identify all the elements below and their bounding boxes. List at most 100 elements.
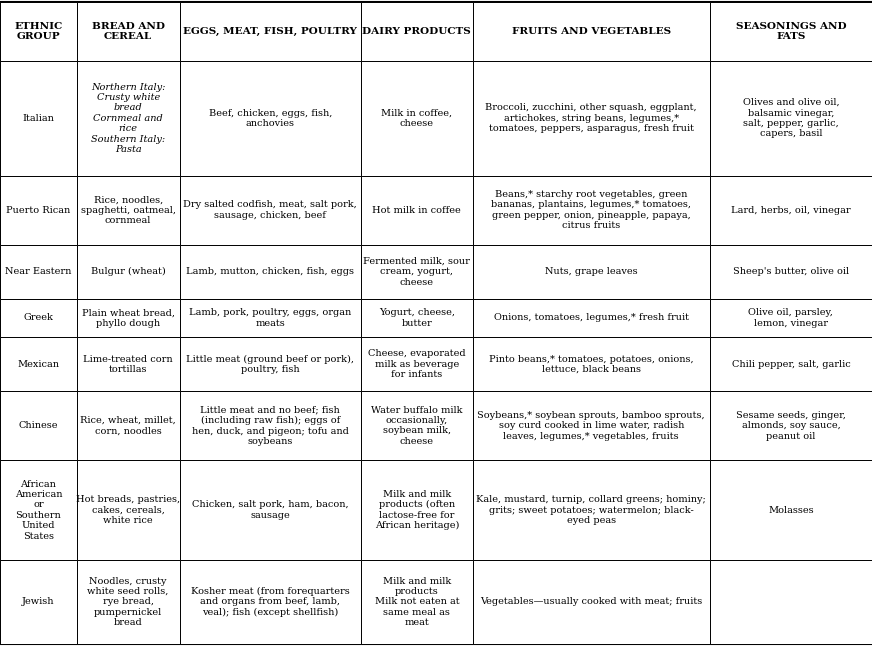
Text: Yogurt, cheese,
butter: Yogurt, cheese, butter (378, 308, 455, 327)
Text: Milk and milk
products
Milk not eaten at
same meal as
meat: Milk and milk products Milk not eaten at… (374, 576, 460, 627)
Text: Kale, mustard, turnip, collard greens; hominy;
grits; sweet potatoes; watermelon: Kale, mustard, turnip, collard greens; h… (476, 495, 706, 525)
Bar (710, 298, 872, 337)
Bar (710, 245, 872, 298)
Text: Chinese: Chinese (18, 421, 58, 430)
Bar (473, 2, 710, 61)
Text: Chili pepper, salt, garlic: Chili pepper, salt, garlic (732, 360, 850, 369)
Text: Onions, tomatoes, legumes,* fresh fruit: Onions, tomatoes, legumes,* fresh fruit (494, 313, 689, 322)
Text: Vegetables—usually cooked with meat; fruits: Vegetables—usually cooked with meat; fru… (480, 597, 702, 606)
Bar (180, 560, 361, 644)
Bar (0, 298, 77, 337)
Text: Hot breads, pastries,
cakes, cereals,
white rice: Hot breads, pastries, cakes, cereals, wh… (76, 495, 181, 525)
Text: Rice, noodles,
spaghetti, oatmeal,
cornmeal: Rice, noodles, spaghetti, oatmeal, cornm… (81, 195, 175, 225)
Bar (361, 2, 473, 61)
Bar (361, 337, 473, 391)
Text: Greek: Greek (24, 313, 53, 322)
Text: Little meat (ground beef or pork),
poultry, fish: Little meat (ground beef or pork), poult… (187, 355, 354, 374)
Bar (180, 175, 361, 245)
Text: Pinto beans,* tomatoes, potatoes, onions,
lettuce, black beans: Pinto beans,* tomatoes, potatoes, onions… (489, 355, 693, 374)
Bar (710, 2, 872, 61)
Text: Lamb, mutton, chicken, fish, eggs: Lamb, mutton, chicken, fish, eggs (187, 267, 354, 276)
Bar (710, 460, 872, 560)
Text: SEASONINGS AND
FATS: SEASONINGS AND FATS (736, 22, 846, 41)
Text: Molasses: Molasses (768, 505, 814, 514)
Text: Hot milk in coffee: Hot milk in coffee (372, 206, 461, 215)
Bar (0, 2, 77, 61)
Bar (473, 337, 710, 391)
Bar (77, 460, 180, 560)
Bar (77, 337, 180, 391)
Bar (77, 245, 180, 298)
Bar (180, 298, 361, 337)
Bar (361, 298, 473, 337)
Bar (361, 245, 473, 298)
Text: ETHNIC
GROUP: ETHNIC GROUP (14, 22, 63, 41)
Text: Jewish: Jewish (22, 597, 55, 606)
Bar (180, 61, 361, 175)
Bar (0, 391, 77, 460)
Text: Milk and milk
products (often
lactose-free for
African heritage): Milk and milk products (often lactose-fr… (375, 490, 459, 531)
Bar (710, 391, 872, 460)
Text: Beef, chicken, eggs, fish,
anchovies: Beef, chicken, eggs, fish, anchovies (208, 109, 332, 128)
Text: Chicken, salt pork, ham, bacon,
sausage: Chicken, salt pork, ham, bacon, sausage (192, 500, 349, 520)
Bar (473, 560, 710, 644)
Text: Cheese, evaporated
milk as beverage
for infants: Cheese, evaporated milk as beverage for … (368, 349, 466, 379)
Bar (473, 298, 710, 337)
Text: Fermented milk, sour
cream, yogurt,
cheese: Fermented milk, sour cream, yogurt, chee… (364, 257, 470, 287)
Text: Lime-treated corn
tortillas: Lime-treated corn tortillas (84, 355, 173, 374)
Text: Little meat and no beef; fish
(including raw fish); eggs of
hen, duck, and pigeo: Little meat and no beef; fish (including… (192, 406, 349, 446)
Bar (77, 391, 180, 460)
Bar (0, 245, 77, 298)
Bar (180, 460, 361, 560)
Bar (473, 460, 710, 560)
Bar (361, 61, 473, 175)
Bar (180, 337, 361, 391)
Text: Soybeans,* soybean sprouts, bamboo sprouts,
soy curd cooked in lime water, radis: Soybeans,* soybean sprouts, bamboo sprou… (477, 411, 705, 441)
Bar (77, 61, 180, 175)
Bar (710, 61, 872, 175)
Bar (473, 175, 710, 245)
Text: BREAD AND
CEREAL: BREAD AND CEREAL (92, 22, 165, 41)
Bar (473, 245, 710, 298)
Text: Dry salted codfish, meat, salt pork,
sausage, chicken, beef: Dry salted codfish, meat, salt pork, sau… (183, 201, 358, 220)
Text: Northern Italy:
Crusty white
bread
Cornmeal and
rice
Southern Italy:
Pasta: Northern Italy: Crusty white bread Cornm… (91, 83, 166, 154)
Text: Sesame seeds, ginger,
almonds, soy sauce,
peanut oil: Sesame seeds, ginger, almonds, soy sauce… (736, 411, 846, 441)
Bar (77, 298, 180, 337)
Bar (473, 391, 710, 460)
Text: Near Eastern: Near Eastern (5, 267, 72, 276)
Text: Puerto Rican: Puerto Rican (6, 206, 71, 215)
Text: Plain wheat bread,
phyllo dough: Plain wheat bread, phyllo dough (82, 308, 174, 327)
Text: Noodles, crusty
white seed rolls,
rye bread,
pumpernickel
bread: Noodles, crusty white seed rolls, rye br… (87, 576, 169, 627)
Bar (180, 245, 361, 298)
Bar (0, 560, 77, 644)
Text: EGGS, MEAT, FISH, POULTRY: EGGS, MEAT, FISH, POULTRY (183, 27, 358, 36)
Bar (77, 175, 180, 245)
Text: African
American
or
Southern
United
States: African American or Southern United Stat… (15, 479, 62, 540)
Text: Broccoli, zucchini, other squash, eggplant,
artichokes, string beans, legumes,*
: Broccoli, zucchini, other squash, eggpla… (486, 104, 697, 133)
Bar (180, 391, 361, 460)
Text: Beans,* starchy root vegetables, green
bananas, plantains, legumes,* tomatoes,
g: Beans,* starchy root vegetables, green b… (491, 190, 691, 230)
Bar (77, 560, 180, 644)
Text: Sheep's butter, olive oil: Sheep's butter, olive oil (732, 267, 849, 276)
Text: Lamb, pork, poultry, eggs, organ
meats: Lamb, pork, poultry, eggs, organ meats (189, 308, 351, 327)
Bar (0, 175, 77, 245)
Bar (361, 391, 473, 460)
Text: Mexican: Mexican (17, 360, 59, 369)
Text: Olives and olive oil,
balsamic vinegar,
salt, pepper, garlic,
capers, basil: Olives and olive oil, balsamic vinegar, … (743, 98, 839, 138)
Bar (0, 337, 77, 391)
Text: Rice, wheat, millet,
corn, noodles: Rice, wheat, millet, corn, noodles (80, 416, 176, 435)
Bar (361, 560, 473, 644)
Text: Kosher meat (from forequarters
and organs from beef, lamb,
veal); fish (except s: Kosher meat (from forequarters and organ… (191, 587, 350, 617)
Text: Water buffalo milk
occasionally,
soybean milk,
cheese: Water buffalo milk occasionally, soybean… (371, 406, 462, 446)
Text: FRUITS AND VEGETABLES: FRUITS AND VEGETABLES (512, 27, 671, 36)
Text: Nuts, grape leaves: Nuts, grape leaves (545, 267, 637, 276)
Text: Bulgur (wheat): Bulgur (wheat) (91, 267, 166, 276)
Text: Milk in coffee,
cheese: Milk in coffee, cheese (381, 109, 453, 128)
Bar (710, 175, 872, 245)
Text: Italian: Italian (23, 114, 54, 123)
Bar (0, 460, 77, 560)
Bar (361, 175, 473, 245)
Text: Olive oil, parsley,
lemon, vinegar: Olive oil, parsley, lemon, vinegar (748, 308, 834, 327)
Bar (180, 2, 361, 61)
Bar (710, 560, 872, 644)
